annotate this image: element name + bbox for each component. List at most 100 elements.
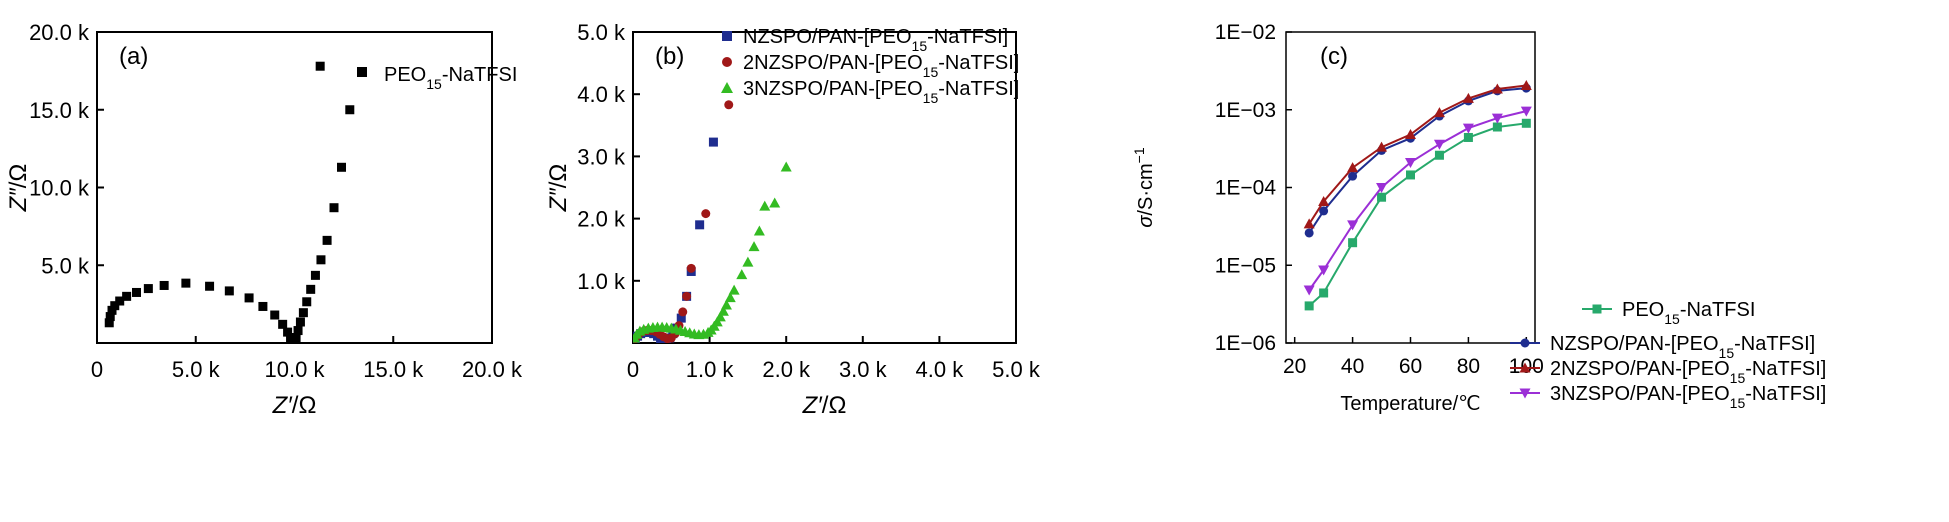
legend-marker <box>722 57 732 67</box>
data-point <box>224 286 234 296</box>
data-point <box>1377 192 1387 202</box>
x-tick-label: 60 <box>1399 355 1422 378</box>
data-point <box>724 292 736 303</box>
data-point <box>748 241 760 252</box>
data-point <box>315 61 325 71</box>
x-tick-label: 2.0 k <box>762 357 811 382</box>
y-axis-label: σ/S·cm−1 <box>1131 147 1157 227</box>
y-tick-label: 1E−05 <box>1215 254 1276 277</box>
legend-marker <box>1592 304 1602 314</box>
x-tick-label: 0 <box>627 357 639 382</box>
data-point <box>295 317 305 327</box>
data-points <box>104 61 355 343</box>
data-point <box>105 312 115 322</box>
y-axis-label: Z″/Ω <box>545 164 572 213</box>
legend-entry: 2NZSPO/PAN-[PEO15-NaTFSI] <box>743 52 1019 80</box>
data-point <box>258 301 268 311</box>
legend-entry: NZSPO/PAN-[PEO15-NaTFSI] <box>743 26 1008 54</box>
data-point <box>676 313 686 323</box>
legend-entry: PEO15-NaTFSI <box>1622 299 1755 327</box>
data-point <box>1492 122 1502 132</box>
data-point <box>159 280 169 290</box>
data-point <box>244 293 254 303</box>
data-point <box>1348 238 1358 248</box>
x-tick-label: 10.0 k <box>265 357 326 382</box>
legend-entry: 2NZSPO/PAN-[PEO15-NaTFSI] <box>1550 358 1826 386</box>
panel-label: (c) <box>1320 43 1348 70</box>
data-point <box>1491 83 1503 94</box>
data-point <box>678 307 688 317</box>
data-point <box>181 278 191 288</box>
data-point <box>1462 123 1474 134</box>
legend-marker <box>1520 338 1530 348</box>
data-point <box>1376 183 1388 193</box>
y-tick-label: 10.0 k <box>29 176 90 201</box>
data-point <box>306 284 316 294</box>
legend-entry: 3NZSPO/PAN-[PEO15-NaTFSI] <box>743 78 1019 106</box>
series-line <box>1308 122 1527 307</box>
data-point <box>1347 220 1359 231</box>
legend-marker <box>722 31 732 41</box>
data-point <box>115 296 125 306</box>
panel-b: 0 1.0 k 2.0 k 3.0 k 4.0 k 5.0 k 1.0 k 2.0 k 3.0 … <box>545 20 1041 419</box>
data-point <box>110 301 120 311</box>
data-point <box>753 225 765 236</box>
data-point <box>1304 228 1314 238</box>
data-point <box>1433 107 1445 118</box>
data-point <box>104 318 114 328</box>
data-point <box>310 270 320 280</box>
x-tick-label: 40 <box>1341 355 1364 378</box>
x-tick-label: 5.0 k <box>992 357 1041 382</box>
data-point <box>686 263 696 273</box>
legend-entry: 3NZSPO/PAN-[PEO15-NaTFSI] <box>1550 383 1826 411</box>
data-point <box>1318 196 1330 207</box>
y-tick-label: 3.0 k <box>577 144 626 169</box>
legend-entry: PEO15-NaTFSI <box>384 64 517 92</box>
data-point <box>1347 162 1359 173</box>
data-point <box>1319 288 1329 298</box>
x-tick-label: 15.0 k <box>363 357 424 382</box>
data-point <box>1319 206 1329 216</box>
x-axis-label: Temperature/℃ <box>1340 393 1480 415</box>
plot-frame <box>632 31 1017 344</box>
data-point <box>293 326 303 336</box>
legend-marker <box>1519 388 1531 399</box>
data-point <box>682 291 692 301</box>
data-point <box>270 310 280 320</box>
series-line <box>1308 84 1527 225</box>
data-point <box>302 297 312 307</box>
data-point <box>724 100 734 110</box>
y-tick-label: 2.0 k <box>577 207 626 232</box>
data-point <box>205 281 215 291</box>
x-tick-label: 20 <box>1283 355 1306 378</box>
data-point <box>291 333 301 343</box>
data-points <box>633 100 792 343</box>
panel-c: 204060801001E−061E−051E−041E−031E−02Temp… <box>1131 21 1826 415</box>
data-point <box>1405 129 1416 140</box>
data-point <box>337 162 347 172</box>
data-point <box>759 200 771 211</box>
data-point <box>717 305 729 316</box>
data-point <box>298 308 308 318</box>
data-point <box>283 327 293 337</box>
x-axis-label: Z′/Ω <box>272 392 317 419</box>
data-point <box>1318 265 1330 276</box>
y-tick-label: 20.0 k <box>29 20 90 45</box>
data-point <box>1406 170 1415 180</box>
data-point <box>1303 218 1315 229</box>
data-point <box>143 284 153 294</box>
y-tick-label: 1E−04 <box>1215 177 1277 200</box>
panel-label: (b) <box>655 43 684 70</box>
series-line <box>1308 87 1527 234</box>
x-tick-label: 20.0 k <box>462 357 523 382</box>
y-tick-label: 1E−06 <box>1215 332 1276 355</box>
data-point <box>1376 141 1388 152</box>
data-point <box>1405 157 1416 168</box>
data-point <box>701 209 711 219</box>
legend-entry: NZSPO/PAN-[PEO15-NaTFSI] <box>1550 333 1815 361</box>
y-tick-label: 5.0 k <box>41 253 90 278</box>
x-tick-label: 5.0 k <box>172 357 221 382</box>
data-point <box>714 311 726 322</box>
data-point <box>122 291 132 301</box>
